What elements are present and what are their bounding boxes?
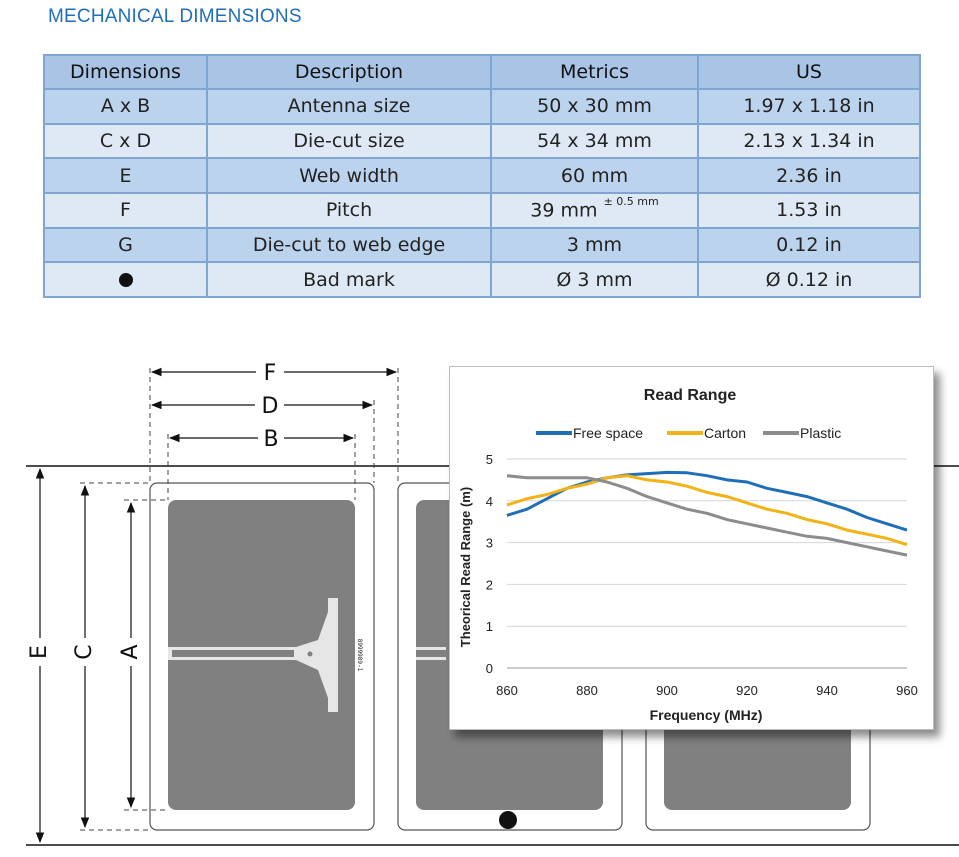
cell-description: Antenna size (206, 88, 492, 125)
read-range-chart: Read Range Free space Carton Plastic 0 1 2 3 4… (458, 387, 918, 723)
series-line-plastic (506, 474, 908, 557)
x-tick-label: 860 (496, 683, 518, 698)
cell-dimension: G (43, 226, 208, 264)
cell-metric: Ø 3 mm (490, 261, 699, 298)
legend-label: Free space (573, 425, 643, 441)
cell-metric: 39 mm ± 0.5 mm (490, 191, 699, 229)
metric-tolerance: ± 0.5 mm (603, 195, 659, 209)
chart-axes: 0 1 2 3 4 5 860 880 900 920 940 960 (486, 452, 918, 698)
dimension-label-b: B (263, 427, 278, 452)
chart-series (506, 470, 908, 557)
x-tick-label: 880 (576, 683, 598, 698)
metric-value: 39 mm (530, 199, 598, 222)
cell-description: Die-cut size (206, 122, 492, 160)
table-row: Bad mark Ø 3 mm Ø 0.12 in (43, 261, 921, 298)
table-row: F Pitch 39 mm ± 0.5 mm 1.53 in (43, 191, 921, 229)
cell-description: Pitch (206, 191, 492, 229)
cell-us: Ø 0.12 in (697, 261, 921, 298)
chart-legend: Free space Carton Plastic (536, 425, 841, 441)
cell-description: Web width (206, 157, 492, 194)
cell-metric: 60 mm (490, 157, 699, 194)
cell-metric: 54 x 34 mm (490, 122, 699, 160)
cell-dimension: C x D (43, 122, 208, 160)
y-tick-label: 0 (486, 661, 493, 676)
section-title: MECHANICAL DIMENSIONS (48, 6, 302, 27)
dimension-label-d: D (262, 394, 279, 419)
cell-us: 2.36 in (697, 157, 921, 194)
cell-us: 1.97 x 1.18 in (697, 88, 921, 125)
x-tick-label: 900 (656, 683, 678, 698)
cell-dimension: F (43, 191, 208, 229)
antenna-inlay-pattern (168, 598, 446, 712)
dimension-label-f: F (264, 361, 277, 386)
cell-description: Die-cut to web edge (206, 226, 492, 264)
chart-y-axis-label: Theorical Read Range (m) (458, 487, 473, 647)
y-tick-label: 4 (486, 494, 493, 509)
table-row: G Die-cut to web edge 3 mm 0.12 in (43, 226, 921, 264)
x-tick-label: 920 (736, 683, 758, 698)
cell-dimension (43, 261, 208, 298)
header-metrics: Metrics (490, 54, 699, 90)
table-row: A x B Antenna size 50 x 30 mm 1.97 x 1.1… (43, 88, 921, 125)
dimension-label-e: E (27, 645, 52, 659)
y-tick-label: 3 (486, 536, 493, 551)
header-us: US (697, 54, 921, 90)
read-range-chart-card: Read Range Free space Carton Plastic 0 1 2 3 4… (449, 366, 934, 730)
bad-mark-dot (499, 811, 517, 829)
cell-dimension: E (43, 157, 208, 194)
cell-us: 1.53 in (697, 191, 921, 229)
table-row: C x D Die-cut size 54 x 34 mm 2.13 x 1.3… (43, 122, 921, 160)
chart-gridlines (507, 458, 907, 669)
bad-mark-dot-icon (118, 273, 133, 288)
table-row: E Web width 60 mm 2.36 in (43, 157, 921, 194)
chip-marking: 8999989-1 (356, 639, 363, 672)
x-tick-label: 940 (816, 683, 838, 698)
dimension-label-a: A (118, 644, 143, 659)
cell-metric: 3 mm (490, 226, 699, 264)
chart-x-axis-label: Frequency (MHz) (650, 707, 763, 723)
dimension-label-c: C (72, 644, 97, 659)
y-tick-label: 5 (486, 452, 493, 467)
header-dimensions: Dimensions (43, 54, 208, 90)
cell-us: 0.12 in (697, 226, 921, 264)
cell-description: Bad mark (206, 261, 492, 298)
legend-label: Carton (704, 425, 746, 441)
x-tick-label: 960 (896, 683, 918, 698)
y-tick-label: 2 (486, 577, 493, 592)
legend-label: Plastic (800, 425, 841, 441)
header-description: Description (206, 54, 492, 90)
cell-metric: 50 x 30 mm (490, 88, 699, 125)
cell-dimension: A x B (43, 88, 208, 125)
chart-title: Read Range (644, 387, 737, 404)
cell-us: 2.13 x 1.34 in (697, 122, 921, 160)
table-header-row: Dimensions Description Metrics US (43, 54, 921, 90)
y-tick-label: 1 (486, 619, 493, 634)
series-line-carton (506, 474, 908, 547)
dimensions-table: Dimensions Description Metrics US A x B … (43, 54, 921, 298)
